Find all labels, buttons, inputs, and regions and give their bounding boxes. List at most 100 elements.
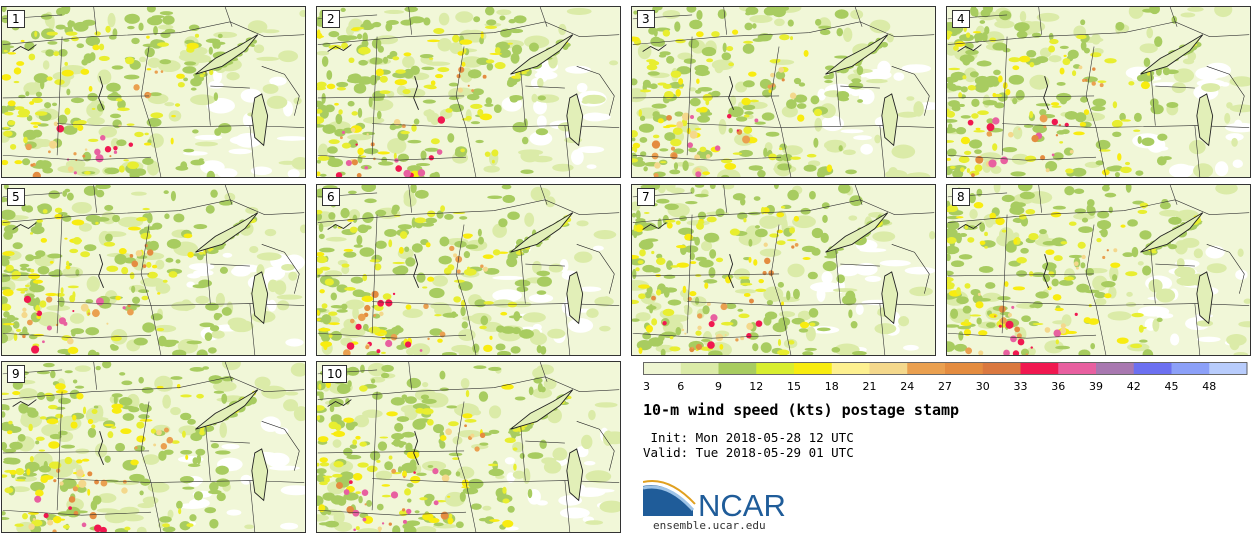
coastlines: [327, 34, 615, 147]
colorbar-tick-label: 33: [1014, 380, 1028, 393]
member-label: 9: [7, 365, 25, 383]
colorbar-swatch: [1209, 363, 1248, 374]
state-boundaries: [2, 7, 305, 177]
member-label: 4: [952, 10, 970, 28]
wind-speed-map: [317, 362, 620, 532]
colorbar-tick-label: 42: [1127, 380, 1141, 393]
colorbar-frame: [643, 362, 1248, 375]
colorbar-swatch: [982, 363, 1021, 374]
coastlines: [642, 34, 930, 147]
colorbar-tick-label: 24: [900, 380, 914, 393]
colorbar-tick-label: 6: [677, 380, 684, 393]
gust-hotspots: [343, 245, 489, 355]
ensemble-member-panel: 8: [946, 184, 1251, 356]
state-boundaries: [317, 185, 620, 355]
member-label: 2: [322, 10, 340, 28]
colorbar-swatch: [1058, 363, 1097, 374]
colorbar-swatch: [1096, 363, 1135, 374]
colorbar-tick-label: 15: [787, 380, 801, 393]
ensemble-member-panel: 5: [1, 184, 306, 356]
coastlines: [957, 212, 1245, 325]
colorbar-swatch: [1133, 363, 1172, 374]
wind-speed-map: [317, 7, 620, 177]
member-label: 3: [637, 10, 655, 28]
coastlines: [12, 34, 300, 147]
colorbar-tick-label: 45: [1165, 380, 1179, 393]
colorbar-tick-label: 21: [863, 380, 877, 393]
ensemble-member-panel: 9: [1, 361, 306, 533]
ncar-logo-text: NCAR: [698, 488, 786, 518]
coastlines: [12, 389, 300, 502]
source-url: ensemble.ucar.edu: [653, 519, 766, 532]
state-boundaries: [947, 185, 1250, 355]
member-label: 1: [7, 10, 25, 28]
valid-time: Valid: Tue 2018-05-29 01 UTC: [643, 445, 854, 460]
init-time: Init: Mon 2018-05-28 12 UTC: [643, 430, 854, 445]
colorbar-tick-label: 18: [825, 380, 839, 393]
wind-speed-map: [632, 185, 935, 355]
ensemble-member-panel: 4: [946, 6, 1251, 178]
colorbar-swatch: [643, 363, 682, 374]
gust-hotspots: [25, 70, 164, 177]
state-boundaries: [2, 185, 305, 355]
ensemble-member-panel: 2: [316, 6, 621, 178]
wind-speed-map: [632, 7, 935, 177]
gust-hotspots: [651, 66, 797, 177]
state-boundaries: [317, 7, 620, 177]
colorbar-swatch: [907, 363, 946, 374]
coastlines: [957, 34, 1245, 147]
colorbar-swatch: [718, 363, 757, 374]
wind-speed-map: [2, 362, 305, 532]
colorbar-swatch: [680, 363, 719, 374]
colorbar-tick-label: 36: [1051, 380, 1065, 393]
chart-title: 10-m wind speed (kts) postage stamp: [643, 401, 960, 419]
wind-speed-map: [2, 185, 305, 355]
gust-hotspots: [335, 66, 487, 177]
ensemble-member-panel: 10: [316, 361, 621, 533]
member-label: 8: [952, 188, 970, 206]
strong-wind-areas: [2, 25, 251, 175]
coastlines: [327, 389, 615, 502]
wind-speed-colorbar: 3 6 9 12 15 18 21 24 27 30 33 36 39 42 45 48: [643, 362, 1248, 393]
colorbar-swatch: [945, 363, 984, 374]
colorbar-tick-label: 3: [643, 380, 650, 393]
colorbar-tick-label: 48: [1202, 380, 1216, 393]
state-boundaries: [632, 185, 935, 355]
ensemble-member-panel: 1: [1, 6, 306, 178]
colorbar-tick-label: 27: [938, 380, 952, 393]
member-label: 10: [322, 365, 348, 383]
gust-hotspots: [21, 243, 154, 354]
wind-speed-map: [947, 7, 1250, 177]
colorbar-tick-label: 12: [749, 380, 763, 393]
state-boundaries: [2, 362, 305, 532]
ensemble-member-panel: 7: [631, 184, 936, 356]
wind-speed-map: [317, 185, 620, 355]
moderate-wind-areas: [632, 7, 889, 177]
ncar-logo: NCAR: [643, 480, 786, 518]
member-label: 6: [322, 188, 340, 206]
gust-hotspots: [28, 427, 174, 532]
coastlines: [12, 212, 300, 325]
ncar-swoosh-icon: [643, 480, 696, 516]
coastlines: [642, 212, 930, 325]
gust-hotspots: [335, 424, 486, 532]
colorbar-swatch: [869, 363, 908, 374]
colorbar-swatch: [831, 363, 870, 374]
ensemble-member-panel: 6: [316, 184, 621, 356]
wind-speed-map: [947, 185, 1250, 355]
colorbar-swatch: [1020, 363, 1059, 374]
state-boundaries: [317, 362, 620, 532]
coastlines: [327, 212, 615, 325]
wind-speed-map: [2, 7, 305, 177]
gust-hotspots: [967, 65, 1104, 177]
colorbar-tick-label: 30: [976, 380, 990, 393]
colorbar-tick-label: 39: [1089, 380, 1103, 393]
gust-hotspots: [965, 248, 1118, 355]
colorbar-swatch: [1171, 363, 1210, 374]
member-label: 7: [637, 188, 655, 206]
ensemble-member-panel: 3: [631, 6, 936, 178]
light-wind-areas: [317, 186, 617, 355]
colorbar-swatch: [794, 363, 833, 374]
colorbar-tick-label: 9: [715, 380, 722, 393]
colorbar-swatch: [756, 363, 795, 374]
